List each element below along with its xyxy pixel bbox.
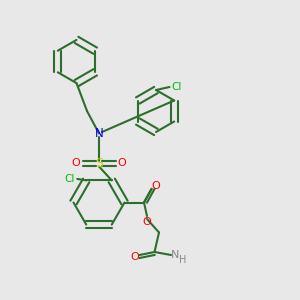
Text: O: O — [118, 158, 127, 169]
Text: Cl: Cl — [64, 174, 75, 184]
Text: O: O — [151, 181, 160, 191]
Text: H: H — [179, 255, 186, 266]
Text: O: O — [142, 217, 152, 227]
Text: Cl: Cl — [172, 82, 182, 92]
Text: S: S — [95, 157, 103, 170]
Text: O: O — [130, 251, 140, 262]
Text: N: N — [94, 127, 103, 140]
Text: N: N — [170, 250, 179, 260]
Text: O: O — [71, 158, 80, 169]
